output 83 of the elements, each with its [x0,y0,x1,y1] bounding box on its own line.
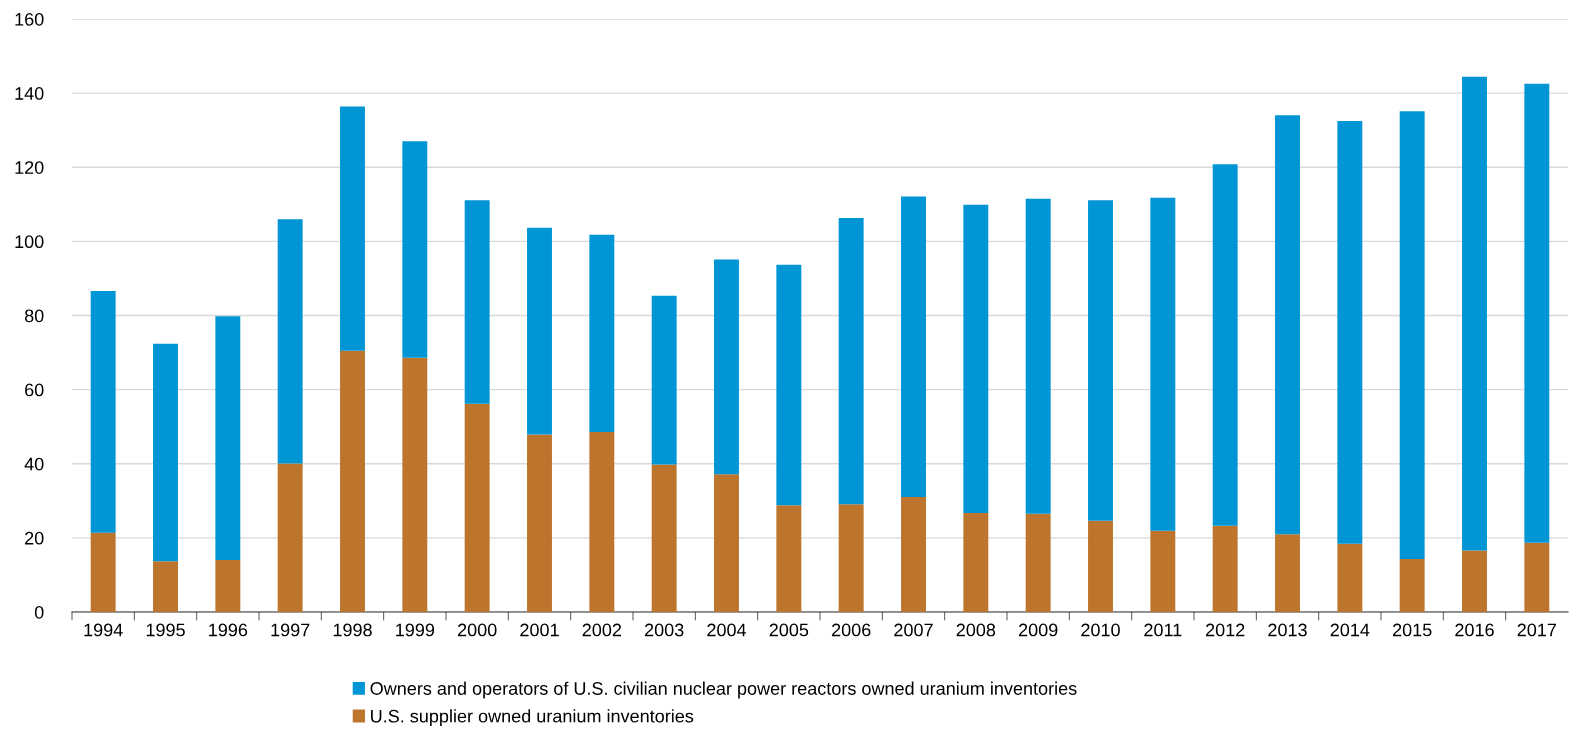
bar [90,532,116,612]
bar [1462,550,1487,612]
bar [776,264,802,506]
y-tick-label: 80 [24,309,44,323]
x-tick-label: 2009 [1018,623,1058,637]
bar [838,218,864,505]
x-tick-label: 2004 [707,623,747,637]
bar [1025,198,1051,514]
x-tick-label: 1997 [271,623,310,637]
x-tick-label: 2016 [1455,623,1494,637]
x-tick-label: 2001 [520,623,559,637]
bar [402,141,428,358]
bar [589,431,615,612]
bar [1088,520,1113,612]
bar [402,357,428,612]
bar [153,343,178,562]
bar [651,464,677,612]
bar [153,561,178,612]
x-tick-label: 1998 [333,623,372,637]
bar [1275,534,1300,612]
bar [340,350,365,612]
x-tick-label: 2007 [894,623,933,637]
bar [714,474,739,612]
x-tick-label: 1994 [84,623,123,637]
bar [1212,525,1238,612]
y-tick-label: 160 [15,12,44,26]
bar [1275,115,1300,535]
x-tick-label: 2011 [1144,623,1182,637]
bar [901,196,926,498]
bar [340,106,365,351]
x-tick-label: 2017 [1517,623,1557,637]
x-tick-label: 2003 [644,623,684,637]
bar [277,463,303,612]
y-tick-label: 20 [25,531,44,545]
bar [1524,542,1550,612]
bar [215,560,241,612]
bar [714,259,739,475]
y-tick-label: 0 [34,605,44,619]
bar [1462,76,1487,551]
x-tick-label: 2012 [1205,623,1245,637]
bar [90,291,116,533]
bar [464,403,490,612]
x-tick-label: 2008 [956,623,996,637]
y-tick-label: 100 [15,235,44,249]
x-tick-label: 1995 [146,623,185,637]
y-tick-label: 140 [15,87,44,100]
bar [1399,111,1425,559]
bar [1399,559,1425,612]
bar [1150,530,1176,612]
legend-label: Owners and operators of U.S. civilian nuclear power reactors owned uranium inventories [370,681,1077,699]
bar [589,234,615,432]
bar [1150,197,1176,531]
bar [838,504,864,612]
bar [776,505,802,612]
bar [215,316,241,561]
bar [527,227,552,435]
bar [277,219,303,464]
x-tick-label: 2013 [1268,623,1307,637]
bar [651,295,677,465]
x-tick-label: 2005 [769,623,809,637]
bar [1337,543,1363,612]
x-tick-label: 2014 [1330,623,1370,637]
bar [464,200,490,404]
y-tick-label: 40 [24,457,44,471]
x-tick-label: 2000 [457,623,497,637]
bar [963,204,989,514]
x-tick-label: 1999 [396,623,435,637]
bar [901,497,926,612]
x-tick-label: 2006 [831,623,871,637]
bar [1025,513,1051,612]
x-tick-label: 2002 [582,623,622,637]
bar [1212,164,1238,526]
x-tick-label: 2015 [1392,623,1432,637]
legend-label: U.S. supplier owned uranium inventories [371,709,694,727]
bar [1337,120,1363,544]
bar [963,513,989,612]
x-tick-label: 2010 [1081,623,1120,637]
y-tick-label: 60 [25,383,44,397]
y-tick-label: 120 [15,161,44,174]
bar [527,434,552,612]
bar [1524,83,1550,543]
x-tick-label: 1996 [209,623,248,637]
bar [1088,200,1113,521]
